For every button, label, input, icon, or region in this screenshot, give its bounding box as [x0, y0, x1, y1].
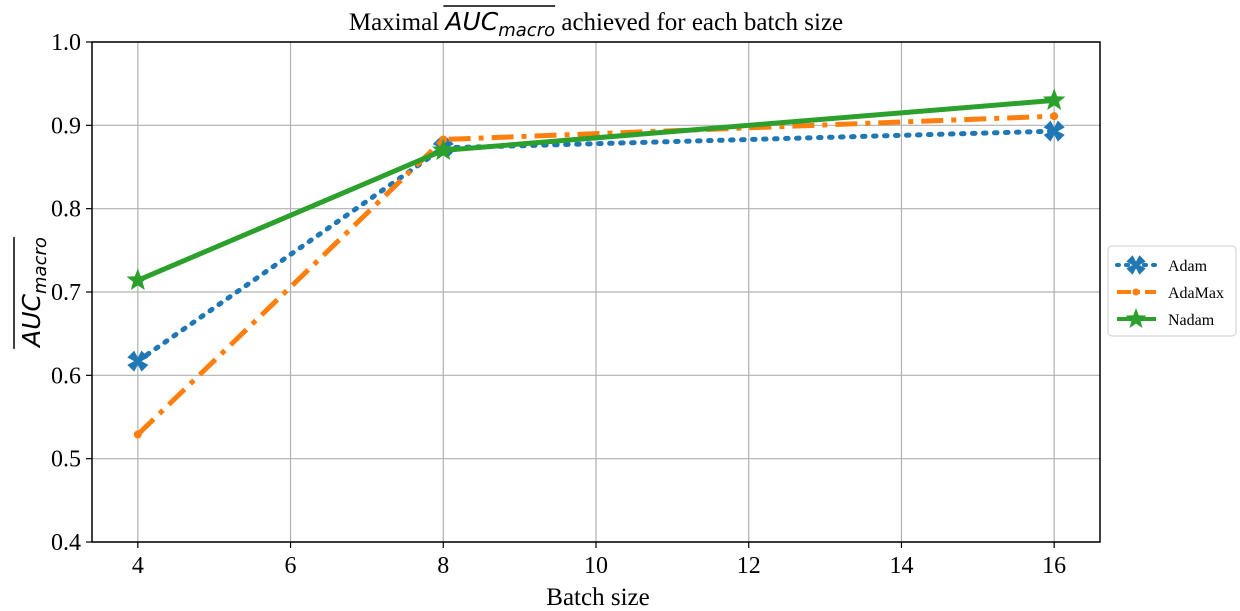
series-nadam [126, 88, 1066, 290]
y-tick-label: 0.6 [51, 363, 81, 389]
legend-item-nadam: Nadam [1117, 307, 1215, 329]
x-tick-label: 4 [132, 553, 144, 579]
title-math-main: AUC [443, 7, 498, 36]
y-tick-label: 0.7 [51, 280, 81, 306]
x-tick-label: 6 [285, 553, 297, 579]
y-tick-label: 0.5 [51, 447, 81, 473]
ylabel-math-main: AUC [17, 293, 46, 348]
x-tick-label: 10 [584, 553, 608, 579]
title-suffix: achieved for each batch size [555, 9, 843, 36]
x-tick-label: 8 [437, 553, 449, 579]
y-tick-label: 0.9 [51, 113, 81, 139]
title-prefix: Maximal [349, 9, 446, 36]
series-line [136, 113, 1055, 437]
svg-text:AUCmacro: AUCmacro [17, 237, 51, 349]
x-tick-label: 12 [737, 553, 761, 579]
data-point [1043, 120, 1065, 142]
legend-label: Adam [1168, 258, 1208, 275]
x-tick-label: 14 [889, 553, 913, 579]
series-layer [126, 88, 1066, 439]
data-point [1132, 288, 1140, 296]
data-point [127, 350, 149, 372]
data-point [1042, 88, 1066, 110]
y-axis-label: AUCmacro [13, 237, 51, 349]
legend-item-adam: Adam [1115, 255, 1208, 275]
data-point [1126, 255, 1146, 275]
x-tick-label: 16 [1042, 553, 1066, 579]
y-tick-label: 1.0 [51, 30, 81, 56]
y-tick-label: 0.4 [51, 530, 81, 556]
data-point [1050, 112, 1059, 121]
data-point [133, 430, 142, 439]
data-point [431, 138, 455, 160]
legend-label: Nadam [1168, 312, 1215, 329]
data-point [126, 268, 150, 290]
legend-label: AdaMax [1168, 285, 1224, 302]
y-tick-label: 0.8 [51, 197, 81, 223]
data-point [1125, 307, 1147, 328]
ylabel-math-sub: macro [30, 237, 51, 294]
grid-lines [92, 41, 1100, 543]
series-adamax [133, 112, 1059, 439]
chart-title: Maximal AUCmacro achieved for each batch… [349, 7, 843, 41]
legend-item-adamax: AdaMax [1117, 285, 1224, 302]
legend: Adam AdaMax Nadam [1107, 245, 1237, 337]
axis-ticks: 4 6 8 10 12 14 16 0.4 0.5 0.6 0.7 0.8 0.9 1.0 [51, 30, 1066, 579]
x-axis-label: Batch size [546, 584, 649, 611]
title-math-sub: macro [498, 20, 555, 41]
